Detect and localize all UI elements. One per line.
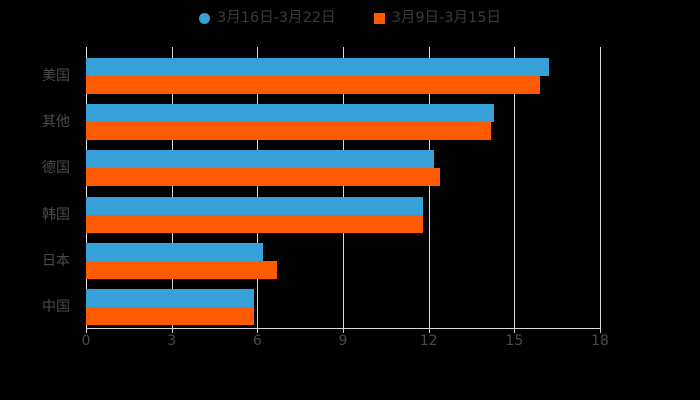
bar-series-1[interactable] (86, 289, 255, 307)
x-axis-tick (172, 328, 173, 333)
bar-series-1[interactable] (86, 104, 495, 123)
y-axis-category-label: 中国 (42, 299, 70, 315)
gridline (343, 47, 344, 328)
bar-series-1[interactable] (86, 150, 435, 169)
bar-group (86, 104, 600, 141)
chart-legend: 3月16日-3月22日 3月9日-3月15日 (0, 6, 700, 30)
bar-series-2[interactable] (86, 260, 278, 279)
bar-series-1[interactable] (86, 242, 264, 261)
bar-series-2[interactable] (86, 214, 423, 233)
legend-item-series-2[interactable]: 3月9日-3月15日 (373, 9, 501, 26)
legend-label-series-1: 3月16日-3月22日 (217, 9, 336, 26)
x-axis-tick-label: 0 (81, 333, 91, 349)
legend-label-series-2: 3月9日-3月15日 (391, 9, 501, 26)
gridline (514, 47, 515, 328)
circle-marker-icon (199, 12, 211, 24)
x-axis-tick (343, 328, 344, 333)
gridline (600, 47, 601, 328)
y-axis-labels: 美国其他德国韩国日本中国 (0, 47, 78, 328)
bar-series-2[interactable] (86, 76, 541, 94)
bar-group (86, 150, 600, 187)
x-axis-tick-label: 6 (252, 333, 262, 349)
plot-area (86, 47, 601, 328)
y-axis-category-label: 德国 (42, 160, 70, 177)
bar-series-1[interactable] (86, 58, 549, 76)
x-axis-labels: 0 3 6 9 12 15 18 (0, 334, 700, 356)
y-axis-category-label: 美国 (42, 68, 70, 84)
bar-group (86, 242, 600, 279)
x-axis-tick (86, 328, 87, 333)
legend-item-series-1[interactable]: 3月16日-3月22日 (199, 11, 336, 26)
x-axis-tick (514, 328, 515, 333)
x-axis-tick-label: 3 (167, 333, 177, 349)
bar-group (86, 58, 600, 94)
gridline (429, 47, 430, 328)
x-axis-tick (600, 328, 601, 333)
bar-group (86, 289, 600, 325)
bar-series-2[interactable] (86, 168, 441, 187)
bar-series-1[interactable] (86, 196, 423, 215)
x-axis-tick (257, 328, 258, 333)
x-axis-tick-label: 15 (505, 333, 524, 349)
bar-group (86, 196, 600, 233)
square-marker-icon (373, 12, 385, 24)
gridline (257, 47, 258, 328)
bar-series-2[interactable] (86, 122, 492, 141)
x-axis-tick-label: 18 (591, 333, 609, 349)
y-axis-category-label: 日本 (42, 252, 70, 269)
x-axis-tick-label: 12 (419, 333, 438, 349)
bar-series-2[interactable] (86, 307, 255, 325)
x-axis-tick-label: 9 (338, 333, 348, 349)
x-axis-tick (429, 328, 430, 333)
y-axis-line (86, 47, 87, 328)
y-axis-category-label: 其他 (42, 114, 70, 131)
gridline (172, 47, 173, 328)
y-axis-category-label: 韩国 (42, 206, 70, 223)
